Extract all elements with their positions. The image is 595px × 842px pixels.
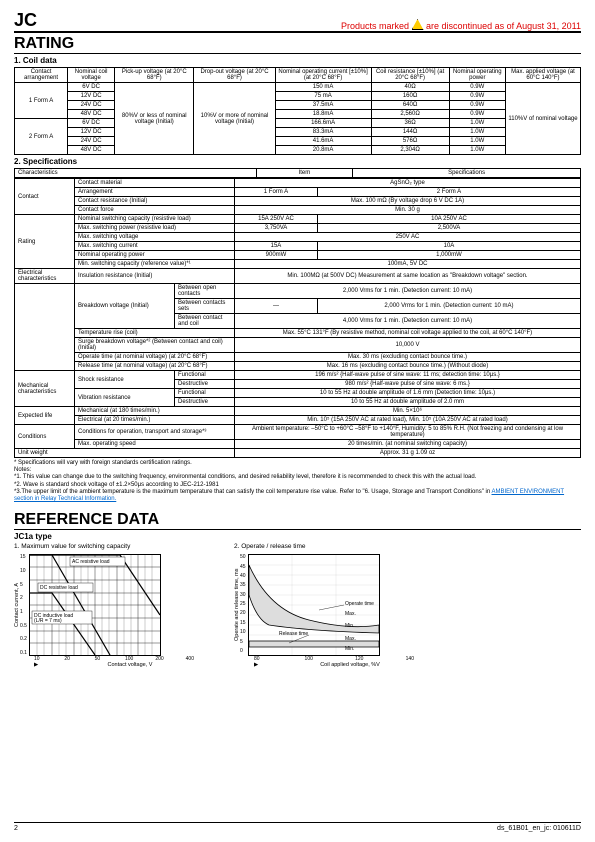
doc-id: ds_61B01_en_jc: 010611D bbox=[497, 825, 581, 832]
svg-text:Release time: Release time bbox=[279, 631, 308, 637]
chart-operate-release: 2. Operate / release time Operate and re… bbox=[234, 543, 414, 668]
coil-data-table: Contact arrangement Nominal coil voltage… bbox=[14, 67, 581, 155]
chart1-svg: AC resistive load DC resistive load DC i… bbox=[29, 554, 161, 656]
svg-text:Max.: Max. bbox=[345, 636, 356, 642]
page-number: 2 bbox=[14, 825, 18, 832]
specifications-table: CharacteristicsItemSpecifications bbox=[14, 168, 581, 178]
notes-block: * Specifications will vary with foreign … bbox=[14, 460, 581, 503]
svg-text:AC resistive load: AC resistive load bbox=[72, 559, 110, 565]
ref-type: JC1a type bbox=[14, 532, 581, 541]
spec-body: ContactContact materialAgSnO₂ typeArrang… bbox=[14, 178, 581, 458]
charts-row: 1. Maximum value for switching capacity … bbox=[14, 543, 581, 668]
reference-heading: REFERENCE DATA bbox=[14, 511, 581, 530]
rating-heading: RATING bbox=[14, 35, 581, 54]
discontinued-notice: Products marked are discontinued as of A… bbox=[341, 18, 581, 31]
svg-text:Min.: Min. bbox=[345, 623, 354, 629]
svg-text:DC resistive load: DC resistive load bbox=[40, 585, 78, 591]
specifications-heading: 2. Specifications bbox=[14, 157, 581, 166]
svg-text:Min.: Min. bbox=[345, 646, 354, 652]
chart2-svg: Operate time Max. Min. Release time Max.… bbox=[248, 554, 380, 656]
coil-data-heading: 1. Coil data bbox=[14, 56, 581, 65]
warning-icon bbox=[412, 19, 424, 30]
svg-text:(L/R = 7 ms): (L/R = 7 ms) bbox=[34, 618, 62, 624]
doc-header: JC Products marked are discontinued as o… bbox=[14, 10, 581, 33]
page-footer: 2 ds_61B01_en_jc: 010611D bbox=[14, 822, 581, 832]
chart-switching-capacity: 1. Maximum value for switching capacity … bbox=[14, 543, 194, 668]
svg-text:Operate time: Operate time bbox=[345, 601, 374, 607]
svg-text:Max.: Max. bbox=[345, 611, 356, 617]
product-code: JC bbox=[14, 10, 37, 31]
